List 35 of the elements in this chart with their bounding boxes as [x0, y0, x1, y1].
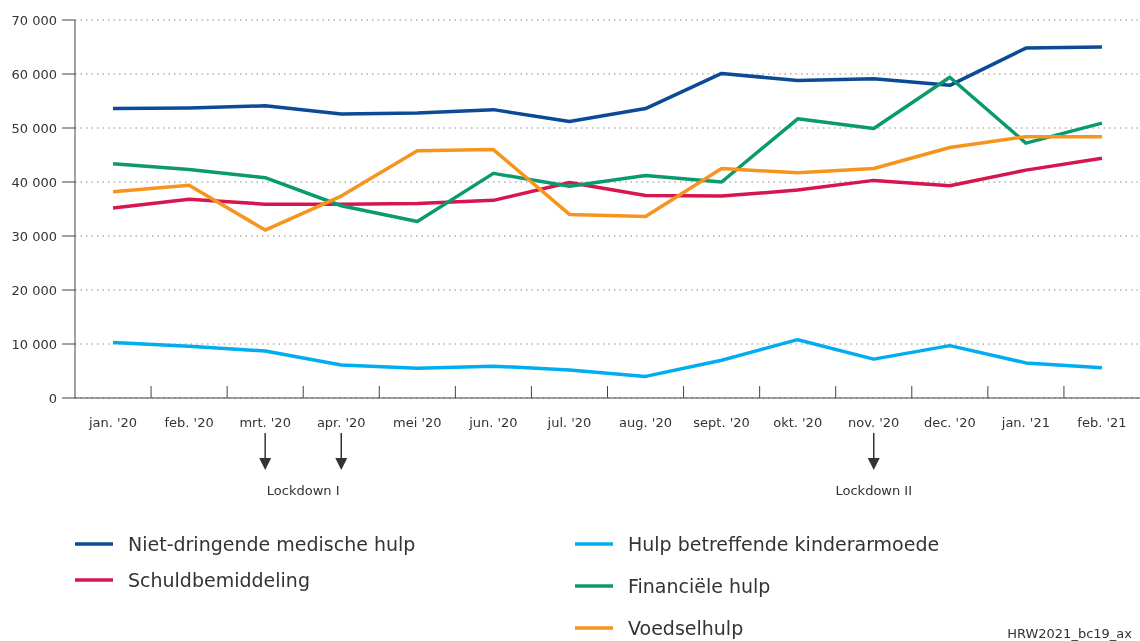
y-tick-label: 10 000 [11, 336, 57, 352]
x-tick-label: nov. '20 [848, 415, 900, 430]
x-tick-label: jan. '20 [87, 415, 138, 430]
y-tick-label: 20 000 [11, 282, 57, 298]
y-tick-label: 60 000 [11, 66, 57, 82]
text: Lockdown I [266, 483, 340, 498]
x-tick-label: jul. '20 [546, 415, 592, 430]
x-tick-label: okt. '20 [773, 415, 823, 430]
legend-label: Niet-dringende medische hulp [128, 532, 416, 555]
x-tick-label: sept. '20 [693, 415, 750, 430]
legend-label: Voedselhulp [628, 616, 744, 639]
x-tick-label: mrt. '20 [239, 415, 291, 430]
line-series [111, 156, 1104, 210]
y-tick-label: 30 000 [11, 228, 57, 244]
text: Lockdown II [835, 483, 913, 498]
x-tick-label: feb. '20 [164, 415, 214, 430]
x-tick-label: dec. '20 [923, 415, 976, 430]
x-tick-label: jan. '21 [1000, 415, 1050, 430]
x-tick-label: jun. '20 [468, 415, 518, 430]
line-series [111, 134, 1104, 232]
text: HRW2021_bc19_ax [1007, 626, 1133, 641]
y-tick-label: 50 000 [11, 120, 57, 136]
y-tick-label: 40 000 [11, 174, 57, 190]
line-series [111, 45, 1104, 124]
x-tick-label: mei '20 [393, 415, 442, 430]
x-tick-label: apr. '20 [316, 415, 366, 430]
legend-label: Hulp betreffende kinderarmoede [628, 532, 940, 555]
x-tick-label: aug. '20 [619, 415, 672, 430]
y-tick-label: 0 [48, 390, 57, 406]
x-tick-label: feb. '21 [1077, 415, 1127, 430]
legend-label: Financiële hulp [628, 574, 771, 597]
legend-label: Schuldbemiddeling [128, 568, 310, 591]
y-tick-label: 70 000 [11, 12, 57, 28]
line-series [111, 337, 1104, 379]
line-series [111, 75, 1104, 224]
